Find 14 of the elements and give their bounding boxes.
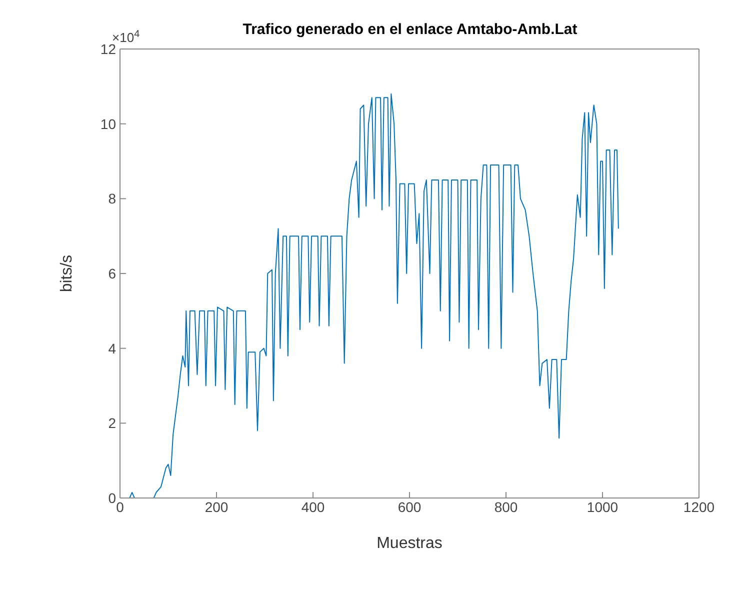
- y-tick-label: 6: [108, 265, 116, 282]
- x-tick-label: 200: [204, 498, 228, 515]
- x-tick-label: 1200: [683, 498, 715, 515]
- y-tick-label: 10: [100, 116, 116, 132]
- x-tick-label: 400: [301, 498, 325, 515]
- y-tick-label: 8: [108, 190, 116, 207]
- x-tick-label: 600: [398, 498, 422, 515]
- y-tick-label: 4: [108, 340, 116, 356]
- y-axis-title: bits/s: [58, 254, 76, 292]
- x-axis-title: Muestras: [376, 535, 442, 552]
- x-tick-label: 1000: [586, 498, 618, 515]
- chart-title: Trafico generado en el enlace Amtabo-Amb.Lat: [242, 21, 578, 38]
- x-tick-label: 800: [494, 498, 518, 515]
- y-tick-label: 2: [108, 415, 116, 432]
